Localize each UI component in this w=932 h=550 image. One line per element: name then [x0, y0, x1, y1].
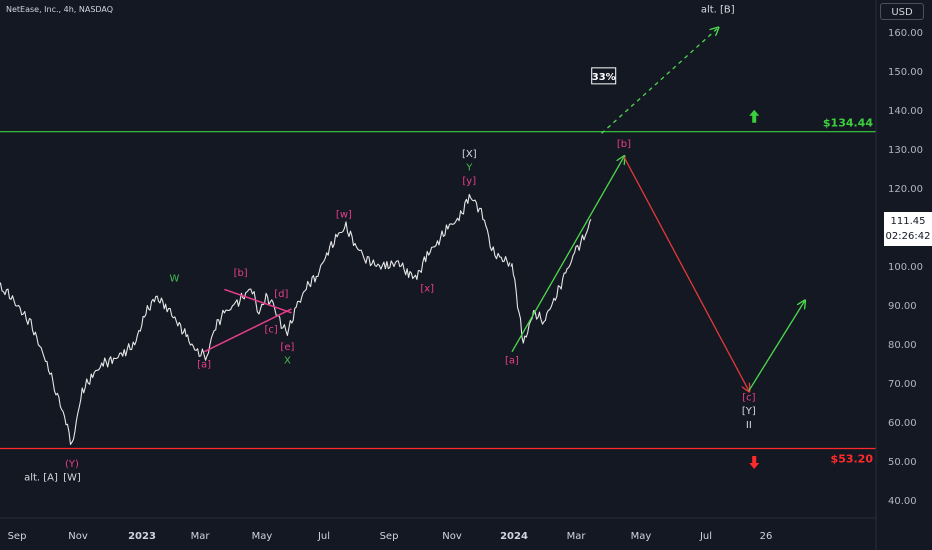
- wave-label: W: [169, 274, 179, 285]
- x-tick-label: Mar: [567, 531, 587, 542]
- bar-countdown: 02:26:42: [885, 231, 931, 242]
- y-tick-label: 70.00: [888, 379, 917, 390]
- y-tick-label: 120.00: [888, 184, 923, 195]
- horizontal-levels: $134.44 $53.20: [0, 117, 876, 466]
- down-arrow-icon: [749, 456, 760, 469]
- wave-label: II: [746, 420, 752, 431]
- wave-label: alt. [A]: [24, 473, 58, 484]
- y-tick-label: 160.00: [888, 28, 923, 39]
- red-wave-c-arrow: [623, 156, 749, 391]
- probability-box: [591, 67, 617, 85]
- current-price-value: 111.45: [890, 216, 926, 227]
- x-tick-label: Nov: [442, 531, 462, 542]
- chart-title: NetEase, Inc., 4h, NASDAQ: [6, 5, 114, 14]
- wave-label: Y: [465, 162, 473, 173]
- wave-label: alt. [B]: [701, 5, 735, 16]
- x-tick-label: Sep: [8, 531, 27, 542]
- wave-label: [y]: [462, 176, 476, 187]
- price-line: [0, 193, 511, 445]
- currency-button[interactable]: USD: [880, 3, 924, 20]
- probability-label: 33%: [592, 72, 616, 83]
- price-series: [0, 193, 592, 445]
- x-tick-label: Jul: [317, 531, 330, 542]
- wave-label: [c]: [742, 393, 755, 404]
- wave-label: [a]: [505, 356, 519, 367]
- y-tick-label: 60.00: [888, 418, 917, 429]
- x-tick-label: 2023: [128, 531, 156, 542]
- wave-label: [w]: [336, 209, 352, 220]
- annotations: 33%: [591, 67, 617, 85]
- wave-label: [W]: [63, 473, 81, 484]
- x-tick-label: May: [631, 531, 652, 542]
- y-tick-label: 150.00: [888, 67, 923, 78]
- x-tick-label: 2024: [500, 531, 528, 542]
- triangle-lower-line: [203, 308, 292, 353]
- price-line: [510, 218, 592, 344]
- wave-label: [x]: [420, 283, 434, 294]
- resistance-label: $134.44: [823, 117, 873, 130]
- wave-label: [X]: [462, 149, 477, 160]
- wave-label: [b]: [234, 268, 248, 279]
- x-tick-label: Mar: [191, 531, 211, 542]
- wave-label: [a]: [197, 359, 211, 370]
- alt-b-dashed-arrow: [601, 28, 718, 134]
- wave-label: [d]: [274, 289, 288, 300]
- y-tick-label: 130.00: [888, 145, 923, 156]
- x-tick-label: Nov: [68, 531, 88, 542]
- wave-label: [c]: [264, 324, 277, 335]
- triangle-pattern: [203, 288, 292, 353]
- wave-label: [Y]: [742, 406, 756, 417]
- triangle-upper-line: [224, 288, 292, 314]
- level-arrows: [749, 109, 760, 469]
- green-recovery-arrow: [748, 301, 805, 392]
- green-impulse-b-arrow: [511, 157, 624, 353]
- x-tick-label: Jul: [699, 531, 712, 542]
- y-axis: 40.0050.0060.0070.0080.0090.00100.00110.…: [875, 0, 923, 550]
- wave-label: (Y): [65, 459, 79, 470]
- wave-labels: (Y) alt. [A] [W] W [a] [b] [c] [d] [e] X [w] [x] [X]…: [24, 5, 756, 484]
- up-arrow-icon: [749, 109, 760, 123]
- x-tick-label: May: [252, 531, 273, 542]
- y-tick-label: 80.00: [888, 340, 917, 351]
- x-axis: Sep Nov 2023 Mar May Jul Sep Nov 2024 Mar May Jul 26: [0, 517, 876, 542]
- current-price-label: 111.45 02:26:42: [884, 212, 932, 246]
- y-tick-label: 140.00: [888, 106, 923, 117]
- y-tick-label: 100.00: [888, 262, 923, 273]
- support-label: $53.20: [831, 453, 874, 466]
- wave-label: X: [284, 356, 291, 367]
- x-tick-label: Sep: [380, 531, 399, 542]
- y-tick-label: 40.00: [888, 496, 917, 507]
- wave-label: [b]: [617, 139, 631, 150]
- x-tick-label: 26: [760, 531, 773, 542]
- wave-label: [e]: [280, 342, 294, 353]
- projection-lines: [511, 28, 805, 392]
- y-tick-label: 50.00: [888, 457, 917, 468]
- y-tick-label: 90.00: [888, 301, 917, 312]
